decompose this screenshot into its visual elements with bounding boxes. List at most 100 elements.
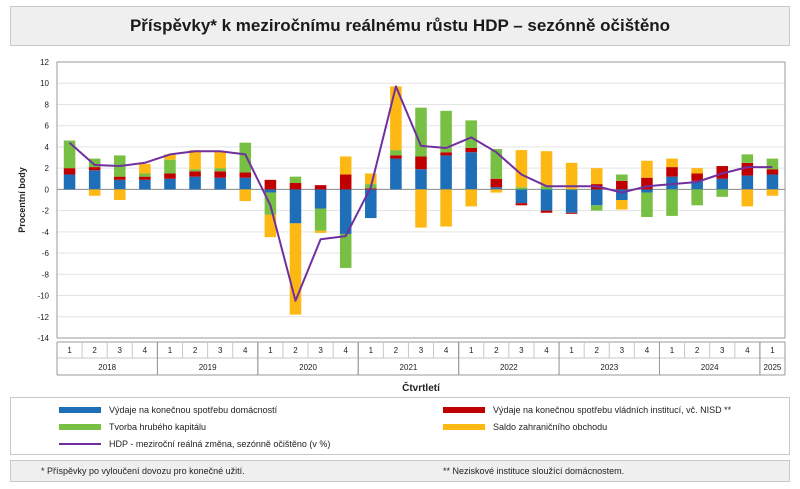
legend: Výdaje na konečnou spotřebu domácností V… (10, 397, 790, 455)
legend-item-households: Výdaje na konečnou spotřebu domácností (59, 405, 277, 415)
x-tick-label: 1 (268, 346, 273, 355)
x-tick-label: 2 (494, 346, 499, 355)
bar-segment (365, 189, 377, 219)
bar-segment (641, 189, 653, 193)
bar-segment (440, 155, 452, 190)
x-tick-label: 2 (293, 346, 298, 355)
x-tick-label: 1 (168, 346, 173, 355)
y-tick-label: 2 (45, 164, 50, 173)
year-label: 2020 (299, 363, 317, 372)
bar-segment (565, 162, 578, 190)
bar-segment (515, 189, 528, 204)
bar-segment (415, 107, 427, 157)
x-tick-label: 3 (620, 346, 625, 355)
bar-segment (565, 189, 578, 213)
bar-segment (590, 168, 603, 185)
x-tick-label: 4 (444, 346, 449, 355)
x-tick-label: 1 (569, 346, 574, 355)
bar-segment (590, 189, 603, 206)
bar-segment (716, 178, 729, 190)
year-label: 2018 (98, 363, 116, 372)
bar-segment (440, 110, 452, 153)
bar-segment (390, 86, 402, 151)
legend-label-trade: Saldo zahraničního obchodu (493, 422, 608, 432)
bar-segment (113, 179, 126, 190)
bar-segment (63, 174, 76, 190)
bar-segment (88, 189, 101, 196)
year-label: 2025 (764, 363, 782, 372)
x-tick-label: 4 (243, 346, 248, 355)
bar-segment (465, 152, 477, 190)
bar-segment (289, 183, 302, 190)
y-tick-label: -10 (37, 292, 49, 301)
bar-segment (415, 156, 427, 170)
bar-segment (88, 158, 101, 168)
bar-segment (214, 168, 226, 172)
legend-label-gdp: HDP - meziroční reálná změna, sezónně oč… (109, 439, 331, 449)
legend-swatch-government (443, 407, 485, 413)
year-label: 2023 (600, 363, 618, 372)
legend-label-households: Výdaje na konečnou spotřebu domácností (109, 405, 278, 415)
legend-item-trade: Saldo zahraničního obchodu (443, 422, 607, 432)
x-tick-label: 2 (193, 346, 198, 355)
bar-segment (88, 170, 101, 190)
bar-segment (616, 200, 628, 210)
bar-segment (415, 189, 427, 228)
bar-segment (741, 162, 754, 176)
bar-segment (339, 189, 352, 234)
legend-label-capital: Tvorba hrubého kapitálu (109, 422, 207, 432)
bar-segment (565, 212, 578, 214)
bar-segment (666, 167, 678, 177)
bar-segment (641, 177, 653, 190)
bar-segment (766, 189, 779, 196)
bar-segment (540, 151, 553, 187)
bar-segment (641, 192, 653, 217)
bar-segment (339, 174, 352, 190)
bar-segment (113, 189, 126, 200)
bar-segment (339, 156, 352, 175)
bar-segment (465, 147, 477, 153)
legend-swatch-gdp (59, 443, 101, 445)
x-tick-label: 3 (419, 346, 424, 355)
bar-segment (691, 173, 703, 181)
bar-segment (314, 230, 327, 233)
bar-segment (390, 150, 402, 156)
year-label: 2022 (500, 363, 518, 372)
x-tick-label: 4 (343, 346, 348, 355)
legend-swatch-trade (443, 424, 485, 430)
bar-segment (239, 142, 252, 173)
bar-segment (616, 174, 628, 181)
x-tick-label: 3 (118, 346, 123, 355)
bar-segment (440, 189, 452, 227)
bar-segment (214, 177, 226, 190)
bar-segment (766, 158, 779, 170)
footnote-right: ** Neziskové instituce sloužící domácnos… (443, 466, 625, 476)
y-tick-label: 12 (40, 58, 49, 67)
bar-segment (314, 208, 327, 231)
bar-segment (139, 176, 151, 180)
x-tick-label: 4 (544, 346, 549, 355)
bar-segment (716, 189, 729, 197)
legend-swatch-households (59, 407, 101, 413)
y-tick-label: -6 (42, 249, 50, 258)
legend-item-government: Výdaje na konečnou spotřebu vládních ins… (443, 405, 731, 415)
x-tick-label: 1 (770, 346, 775, 355)
bar-segment (540, 210, 553, 213)
bar-segment (264, 179, 277, 190)
x-tick-label: 2 (394, 346, 399, 355)
bar-segment (164, 159, 176, 174)
y-tick-label: -14 (37, 334, 49, 343)
bar-segment (339, 233, 352, 268)
x-tick-label: 2 (594, 346, 599, 355)
bar-segment (415, 169, 427, 190)
bar-segment (490, 149, 503, 179)
bar-segment (214, 171, 226, 178)
footnote-bar: * Příspěvky po vyloučení dovozu pro kone… (10, 460, 790, 482)
bar-segment (766, 169, 779, 175)
bar-segment (214, 151, 226, 169)
bar-segment (289, 176, 302, 184)
bar-segment (139, 173, 151, 177)
bar-segment (515, 203, 528, 206)
bar-segment (63, 168, 76, 175)
